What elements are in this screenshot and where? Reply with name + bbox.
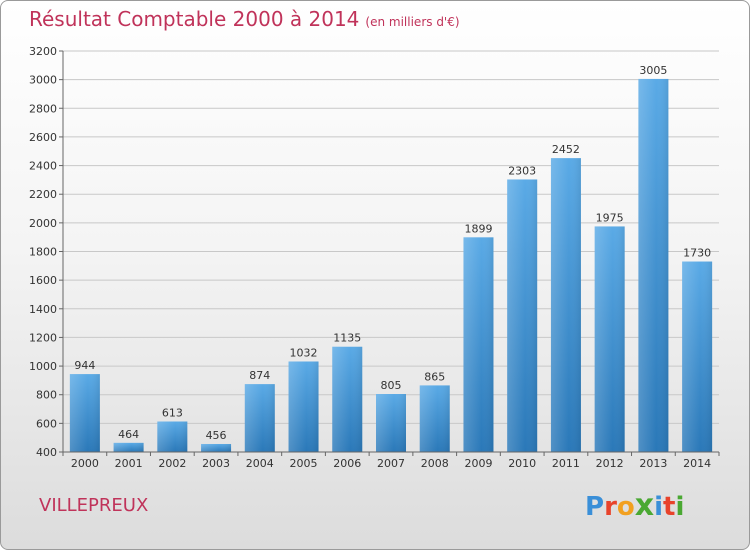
data-label: 2303 bbox=[508, 164, 536, 177]
x-axis-ticks: 2000 2001 2002 2003 2004 2005 2006 2007 2008 2009… bbox=[62, 452, 720, 470]
data-label: 3005 bbox=[639, 64, 667, 77]
bar-shine bbox=[638, 78, 669, 452]
bars bbox=[69, 78, 713, 453]
bar-shine bbox=[69, 374, 100, 452]
y-tick-label: 600 bbox=[36, 417, 57, 430]
y-tick-label: 2200 bbox=[29, 188, 57, 201]
x-tick-label: 2006 bbox=[333, 457, 361, 470]
x-tick-label: 2007 bbox=[377, 457, 405, 470]
bar-shine bbox=[682, 261, 713, 452]
logo-letter: i bbox=[654, 492, 664, 522]
x-tick-label: 2013 bbox=[639, 457, 667, 470]
bar-chart: 400 600 800 1000 1200 1400 1600 1800 2000 2200 240… bbox=[29, 45, 720, 470]
y-tick-label: 1000 bbox=[29, 360, 57, 373]
logo-letter: t bbox=[663, 492, 676, 522]
y-tick-label: 1200 bbox=[29, 331, 57, 344]
x-tick-label: 2011 bbox=[552, 457, 580, 470]
y-tick-label: 3000 bbox=[29, 74, 57, 87]
y-tick-label: 1400 bbox=[29, 303, 57, 316]
logo-letter: P bbox=[585, 492, 605, 522]
y-tick-label: 1600 bbox=[29, 274, 57, 287]
x-tick-label: 2008 bbox=[421, 457, 449, 470]
data-label: 874 bbox=[249, 369, 270, 382]
y-axis-ticks: 400 600 800 1000 1200 1400 1600 1800 2000 2200 240… bbox=[29, 45, 63, 459]
y-tick-label: 2600 bbox=[29, 131, 57, 144]
data-label: 865 bbox=[424, 370, 445, 383]
bar-shine bbox=[201, 443, 232, 452]
logo-letter: r bbox=[604, 492, 617, 522]
x-tick-label: 2004 bbox=[246, 457, 274, 470]
bar-shine bbox=[332, 346, 363, 452]
x-tick-label: 2014 bbox=[683, 457, 711, 470]
data-label: 805 bbox=[381, 379, 402, 392]
x-tick-label: 2000 bbox=[71, 457, 99, 470]
data-label: 944 bbox=[74, 359, 95, 372]
bar-shine bbox=[113, 442, 144, 452]
data-label: 2452 bbox=[552, 143, 580, 156]
y-tick-label: 1800 bbox=[29, 246, 57, 259]
bar-shine bbox=[550, 158, 581, 453]
data-label: 456 bbox=[206, 429, 227, 442]
x-tick-label: 2010 bbox=[508, 457, 536, 470]
y-tick-label: 2400 bbox=[29, 160, 57, 173]
logo-letter: i bbox=[675, 492, 685, 522]
data-label: 1032 bbox=[290, 346, 318, 359]
proxiti-logo: Proxiti bbox=[585, 488, 684, 523]
chart-title-text: Résultat Comptable 2000 à 2014 bbox=[29, 7, 360, 31]
bar-shine bbox=[463, 237, 494, 452]
data-label: 1135 bbox=[333, 332, 361, 345]
logo-letter: o bbox=[616, 492, 635, 522]
x-tick-label: 2012 bbox=[596, 457, 624, 470]
logo-letter: x bbox=[634, 488, 655, 523]
y-tick-label: 2800 bbox=[29, 102, 57, 115]
x-tick-label: 2005 bbox=[290, 457, 318, 470]
y-tick-label: 2000 bbox=[29, 217, 57, 230]
axes bbox=[62, 51, 719, 453]
x-tick-label: 2002 bbox=[158, 457, 186, 470]
value-labels: 944 464 613 456 874 1032 1135 805 865 1899 2303 245… bbox=[74, 64, 711, 442]
data-label: 1899 bbox=[464, 222, 492, 235]
bar-shine bbox=[376, 393, 406, 452]
place-name: VILLEPREUX bbox=[39, 495, 149, 516]
y-tick-label: 800 bbox=[36, 389, 57, 402]
y-tick-label: 3200 bbox=[29, 45, 57, 58]
data-label: 1975 bbox=[596, 211, 624, 224]
data-label: 613 bbox=[162, 406, 183, 419]
bar-shine bbox=[507, 179, 538, 453]
bar-shine bbox=[244, 384, 275, 452]
data-label: 464 bbox=[118, 428, 139, 441]
bar-shine bbox=[157, 421, 188, 452]
chart-title: Résultat Comptable 2000 à 2014 (en millie… bbox=[29, 7, 460, 31]
x-tick-label: 2009 bbox=[464, 457, 492, 470]
y-tick-label: 400 bbox=[36, 446, 57, 459]
bar-shine bbox=[419, 385, 450, 452]
x-tick-label: 2003 bbox=[202, 457, 230, 470]
bar-shine bbox=[288, 361, 319, 452]
x-tick-label: 2001 bbox=[115, 457, 143, 470]
bar-shine bbox=[594, 226, 625, 452]
chart-subtitle: (en milliers d'€) bbox=[365, 15, 460, 29]
data-label: 1730 bbox=[683, 247, 711, 260]
